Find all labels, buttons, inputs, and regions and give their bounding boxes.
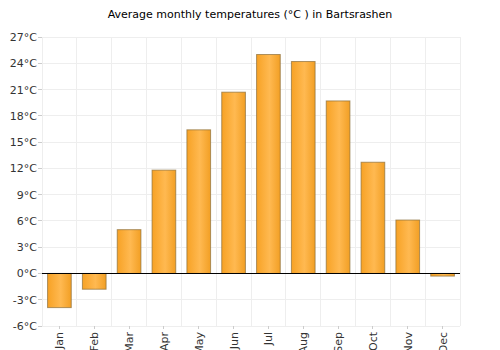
x-tick-label: Jul	[262, 332, 275, 346]
y-tick	[38, 247, 42, 248]
y-tick-label: 27°C	[10, 31, 37, 44]
y-tick-label: 18°C	[10, 110, 37, 123]
y-tick-label: 0°C	[17, 267, 37, 280]
grid-line	[42, 89, 460, 90]
y-tick-label: 24°C	[10, 57, 37, 70]
chart: Average monthly temperatures (°C ) in Ba…	[0, 0, 500, 350]
x-tick	[59, 326, 60, 329]
x-tick-label: Mar	[123, 332, 136, 350]
grid-line-vertical	[355, 37, 356, 326]
grid-line-vertical	[42, 37, 43, 326]
x-tick-label: Jun	[228, 332, 241, 350]
x-tick-label: Feb	[88, 332, 101, 350]
bar	[152, 170, 176, 273]
bar	[82, 273, 106, 289]
x-tick	[303, 326, 304, 329]
y-tick-label: -6°C	[13, 320, 37, 333]
grid-line	[42, 115, 460, 116]
y-tick	[38, 220, 42, 221]
y-tick	[38, 63, 42, 64]
y-tick	[38, 299, 42, 300]
bar	[396, 220, 420, 273]
zero-line	[42, 273, 460, 274]
x-tick-label: Jan	[53, 332, 66, 350]
grid-line	[42, 37, 460, 38]
grid-line	[42, 63, 460, 64]
x-tick	[94, 326, 95, 329]
grid-line-vertical	[181, 37, 182, 326]
y-tick	[38, 194, 42, 195]
grid-line	[42, 299, 460, 300]
x-tick	[198, 326, 199, 329]
x-tick-label: Aug	[297, 332, 310, 350]
y-tick-label: 3°C	[17, 241, 37, 254]
grid-line-vertical	[425, 37, 426, 326]
y-tick	[38, 168, 42, 169]
y-tick	[38, 115, 42, 116]
x-tick-label: Nov	[402, 332, 415, 350]
y-tick-label: 21°C	[10, 84, 37, 97]
grid-line-vertical	[76, 37, 77, 326]
y-tick-label: 12°C	[10, 162, 37, 175]
x-tick-label: Dec	[437, 332, 450, 350]
x-tick-label: Apr	[158, 332, 171, 350]
bar	[291, 62, 315, 274]
grid-line-vertical	[285, 37, 286, 326]
grid-line	[42, 273, 460, 274]
grid-line	[42, 326, 460, 327]
y-tick-label: 9°C	[17, 189, 37, 202]
y-tick	[38, 273, 42, 274]
y-tick	[38, 142, 42, 143]
grid-line-vertical	[146, 37, 147, 326]
x-tick	[163, 326, 164, 329]
grid-line-vertical	[251, 37, 252, 326]
grid-line-vertical	[320, 37, 321, 326]
y-tick	[38, 89, 42, 90]
x-tick	[268, 326, 269, 329]
y-tick	[38, 37, 42, 38]
bar	[361, 162, 385, 273]
bar	[257, 55, 281, 274]
bar	[187, 130, 211, 274]
x-tick-label: Sep	[332, 332, 345, 350]
x-tick	[338, 326, 339, 329]
grid-line	[42, 168, 460, 169]
grid-line	[42, 194, 460, 195]
bar	[117, 230, 141, 274]
x-tick-label: Oct	[367, 331, 380, 350]
grid-line-vertical	[390, 37, 391, 326]
y-tick-label: 6°C	[17, 215, 37, 228]
bar	[48, 273, 72, 307]
x-tick	[233, 326, 234, 329]
grid-line-vertical	[111, 37, 112, 326]
x-tick-label: May	[193, 332, 206, 350]
y-tick-label: 15°C	[10, 136, 37, 149]
y-tick	[38, 326, 42, 327]
grid-line-vertical	[460, 37, 461, 326]
grid-line	[42, 142, 460, 143]
x-tick	[442, 326, 443, 329]
grid-line-vertical	[216, 37, 217, 326]
title: Average monthly temperatures (°C ) in Ba…	[108, 8, 393, 21]
bar	[326, 101, 350, 274]
y-tick-label: -3°C	[13, 294, 37, 307]
x-tick	[407, 326, 408, 329]
bars	[48, 55, 455, 308]
bar	[222, 92, 246, 273]
x-tick	[129, 326, 130, 329]
x-tick	[372, 326, 373, 329]
